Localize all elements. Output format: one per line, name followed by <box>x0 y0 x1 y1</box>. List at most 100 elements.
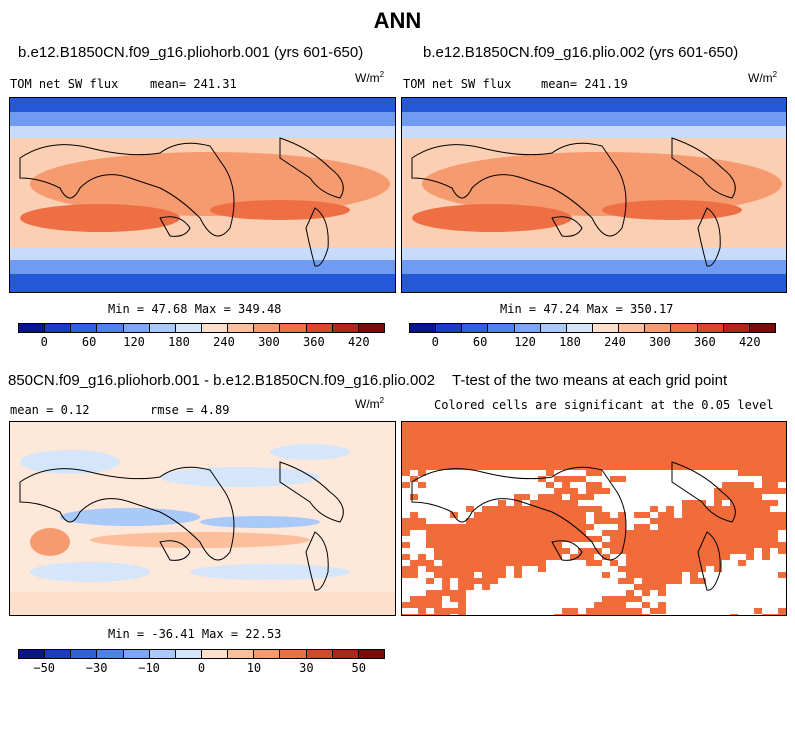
significant-cell <box>618 596 626 602</box>
significant-cell <box>570 524 578 530</box>
significant-cell <box>690 530 698 536</box>
significant-cell <box>714 554 722 560</box>
significant-cell <box>546 452 554 458</box>
significant-cell <box>714 428 722 434</box>
significant-cell <box>442 566 450 572</box>
significant-cell <box>674 446 682 452</box>
significant-cell <box>458 578 466 584</box>
significant-cell <box>522 428 530 434</box>
significant-cell <box>666 458 674 464</box>
significant-cell <box>458 458 466 464</box>
significant-cell <box>706 440 714 446</box>
significant-cell <box>570 494 578 500</box>
significant-cell <box>410 524 418 530</box>
significant-cell <box>586 458 594 464</box>
significant-cell <box>490 536 498 542</box>
significant-cell <box>442 446 450 452</box>
significant-cell <box>434 608 442 614</box>
significant-cell <box>666 524 674 530</box>
significant-cell <box>466 518 474 524</box>
significant-cell <box>586 446 594 452</box>
significant-cell <box>450 428 458 434</box>
significant-cell <box>578 476 586 482</box>
significant-cell <box>538 422 546 428</box>
colorbar-segment <box>201 324 229 332</box>
significant-cell <box>538 476 546 482</box>
significant-cell <box>546 506 554 512</box>
significant-cell <box>698 500 706 506</box>
significant-cell <box>586 536 594 542</box>
significant-cell <box>682 434 690 440</box>
significant-cell <box>674 542 682 548</box>
significant-cell <box>578 524 586 530</box>
significant-cell <box>626 422 634 428</box>
significant-cell <box>730 428 738 434</box>
significant-cell <box>746 542 754 548</box>
significant-cell <box>714 530 722 536</box>
significant-cell <box>618 422 626 428</box>
significant-cell <box>610 434 618 440</box>
significant-cell <box>690 572 698 578</box>
significant-cell <box>738 422 746 428</box>
significant-cell <box>642 542 650 548</box>
significant-cell <box>418 518 426 524</box>
significant-cell <box>482 452 490 458</box>
colorbar-tick-label: 420 <box>347 335 370 349</box>
significant-cell <box>642 572 650 578</box>
significant-cell <box>778 488 786 494</box>
colorbar-segment <box>592 324 620 332</box>
significant-cell <box>530 554 538 560</box>
significant-cell <box>586 506 594 512</box>
significant-cell <box>546 458 554 464</box>
significant-cell <box>554 446 562 452</box>
significant-cell <box>434 422 442 428</box>
significant-cell <box>474 452 482 458</box>
significant-cell <box>530 452 538 458</box>
significant-cell <box>770 476 778 482</box>
significant-cell <box>450 530 458 536</box>
significant-cell <box>698 452 706 458</box>
significant-cell <box>626 578 634 584</box>
significant-cell <box>474 524 482 530</box>
significant-cell <box>610 446 618 452</box>
significant-cell <box>602 512 610 518</box>
significant-cell <box>466 440 474 446</box>
significant-cell <box>674 434 682 440</box>
significant-cell <box>650 422 658 428</box>
significant-cell <box>698 578 706 584</box>
significant-cell <box>650 464 658 470</box>
significant-cell <box>602 428 610 434</box>
significant-cell <box>554 464 562 470</box>
significant-cell <box>746 470 754 476</box>
significant-cell <box>450 434 458 440</box>
significant-cell <box>730 482 738 488</box>
significant-cell <box>434 536 442 542</box>
significant-cell <box>706 422 714 428</box>
significant-cell <box>714 464 722 470</box>
panel1-variable: TOM net SW flux <box>10 77 119 91</box>
significant-cell <box>586 434 594 440</box>
significant-cell <box>626 572 634 578</box>
significant-cell <box>586 560 594 566</box>
significant-cell <box>434 530 442 536</box>
significant-cell <box>482 554 490 560</box>
significant-cell <box>690 512 698 518</box>
significant-cell <box>514 494 522 500</box>
significant-cell <box>778 542 786 548</box>
significant-cell <box>762 428 770 434</box>
significant-cell <box>562 512 570 518</box>
significant-cell <box>426 440 434 446</box>
significant-cell <box>442 548 450 554</box>
significant-cell <box>770 452 778 458</box>
significant-cell <box>578 446 586 452</box>
significant-cell <box>706 536 714 542</box>
panel3-mean: mean = 0.12 <box>10 403 90 417</box>
significant-cell <box>514 506 522 512</box>
significant-cell <box>594 470 602 476</box>
colorbar-segment <box>97 650 124 658</box>
significant-cell <box>418 470 426 476</box>
significant-cell <box>522 458 530 464</box>
significant-cell <box>650 566 658 572</box>
significant-cell <box>594 428 602 434</box>
colorbar-segment <box>566 324 593 332</box>
